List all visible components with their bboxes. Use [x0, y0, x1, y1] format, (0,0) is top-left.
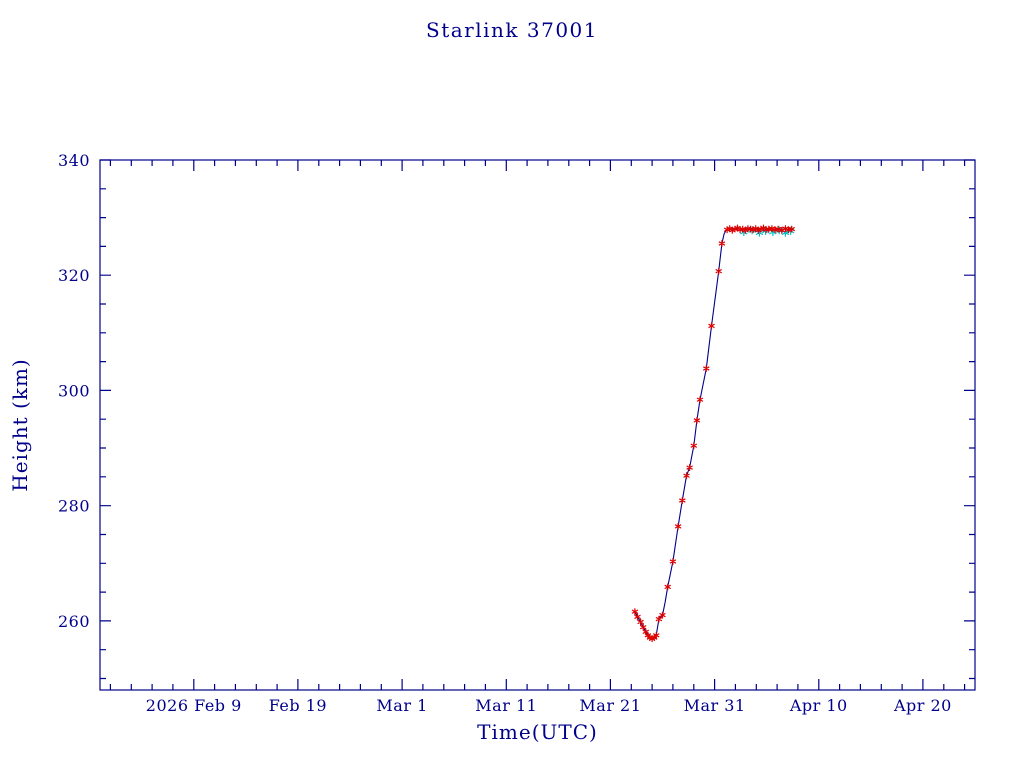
- x-tick-label: 2026 Feb 9: [146, 696, 242, 715]
- x-axis-label: Time(UTC): [477, 720, 598, 744]
- y-tick-label: 340: [58, 151, 90, 170]
- x-tick-label: Mar 31: [684, 696, 746, 715]
- observed-points: [631, 224, 795, 643]
- y-axis-label: Height (km): [8, 358, 32, 492]
- x-tick-label: Apr 10: [789, 696, 848, 715]
- y-tick-label: 280: [58, 497, 90, 516]
- plot-frame: [99, 159, 976, 691]
- x-tick-label: Feb 19: [269, 696, 327, 715]
- y-tick-label: 300: [58, 381, 90, 400]
- y-tick-label: 260: [58, 612, 90, 631]
- x-tick-label: Mar 1: [376, 696, 427, 715]
- y-tick-label: 320: [58, 266, 90, 285]
- model-line: [633, 228, 793, 640]
- x-tick-label: Mar 21: [579, 696, 641, 715]
- x-tick-label: Mar 11: [475, 696, 537, 715]
- axis-ticks: [100, 159, 975, 690]
- x-tick-label: Apr 20: [893, 696, 952, 715]
- chart-title: Starlink 37001: [426, 18, 598, 42]
